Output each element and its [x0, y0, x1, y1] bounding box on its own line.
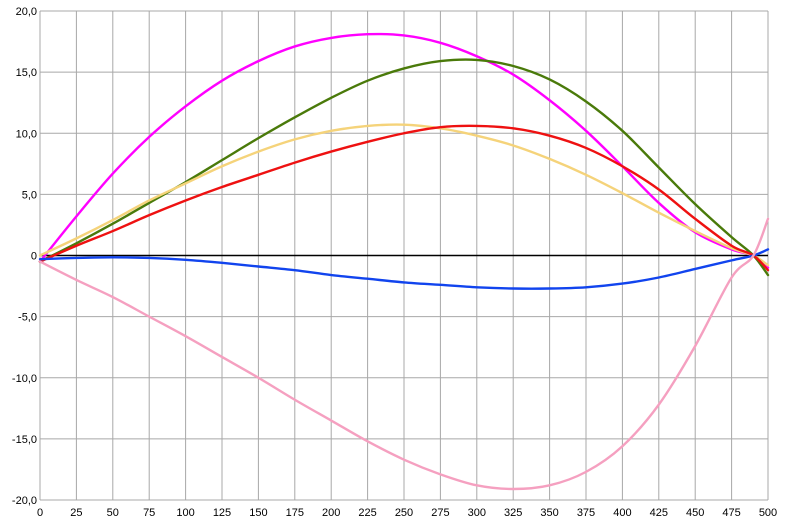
x-tick-label: 125: [213, 507, 231, 519]
y-axis-ticks: 20,0 15,0 10,0 5,0 0 -5,0 -10,0 -15,0 -20,0: [12, 6, 37, 507]
series-line-4: [38, 124, 770, 272]
y-tick-label: -5,0: [18, 312, 37, 324]
y-tick-label: 15,0: [16, 67, 37, 79]
x-tick-label: 100: [176, 507, 194, 519]
y-tick-label: -15,0: [12, 434, 37, 446]
y-tick-label: -20,0: [12, 495, 37, 507]
series-group: [38, 32, 770, 491]
y-tick-label: -10,0: [12, 373, 37, 385]
y-tick-label: 20,0: [16, 6, 37, 18]
x-tick-label: 0: [37, 507, 43, 519]
x-tick-label: 325: [504, 507, 522, 519]
x-tick-label: 450: [686, 507, 704, 519]
x-tick-label: 250: [395, 507, 413, 519]
x-tick-label: 50: [107, 507, 119, 519]
x-tick-label: 275: [431, 507, 449, 519]
x-tick-label: 175: [286, 507, 304, 519]
x-tick-label: 300: [468, 507, 486, 519]
series-line-3: [38, 123, 770, 267]
x-tick-label: 500: [759, 507, 777, 519]
y-tick-label: 5,0: [22, 189, 37, 201]
x-tick-label: 225: [358, 507, 376, 519]
x-tick-label: 25: [70, 507, 82, 519]
x-tick-label: 400: [613, 507, 631, 519]
series-line-5: [38, 248, 770, 290]
series-line-6: [38, 217, 770, 491]
y-tick-label: 0: [31, 251, 37, 263]
x-tick-label: 375: [577, 507, 595, 519]
x-axis-ticks: 0 25 50 75 100 125 150 175 200 225 250 275 300 325 350…: [37, 507, 777, 519]
series-line-1: [38, 32, 770, 269]
y-tick-label: 10,0: [16, 128, 37, 140]
x-tick-label: 350: [540, 507, 558, 519]
x-tick-label: 475: [722, 507, 740, 519]
x-tick-label: 150: [249, 507, 267, 519]
x-tick-label: 425: [650, 507, 668, 519]
x-tick-label: 75: [143, 507, 155, 519]
x-tick-label: 200: [322, 507, 340, 519]
